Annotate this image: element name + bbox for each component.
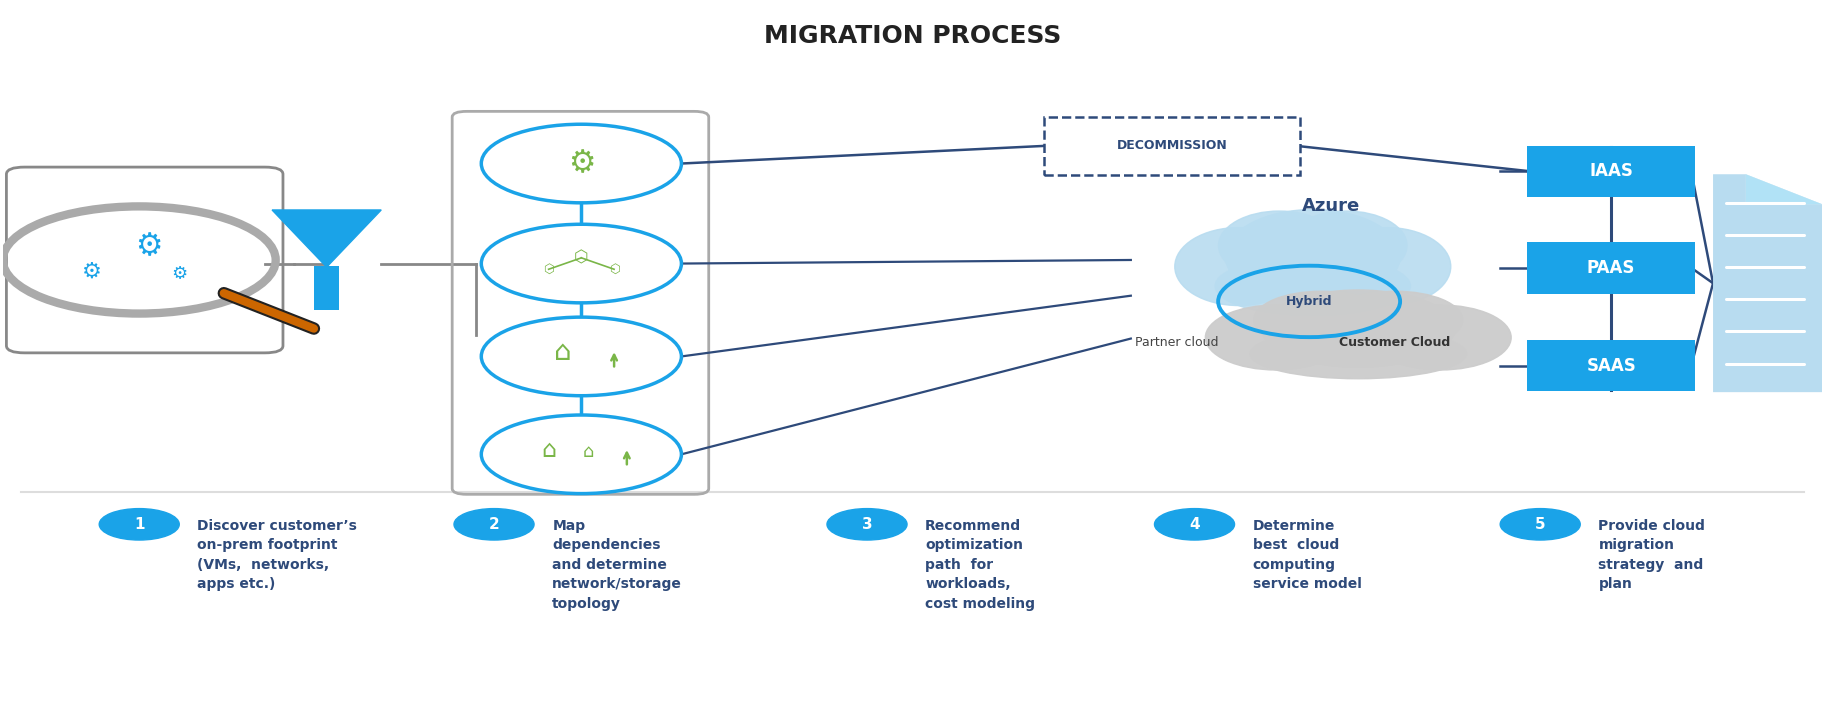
- Polygon shape: [1747, 174, 1821, 204]
- Text: ⬡: ⬡: [610, 263, 619, 276]
- Circle shape: [454, 508, 535, 540]
- Ellipse shape: [1287, 211, 1407, 280]
- Circle shape: [482, 224, 681, 303]
- Ellipse shape: [1204, 305, 1347, 370]
- Text: 4: 4: [1190, 517, 1199, 532]
- Text: ⌂: ⌂: [540, 438, 557, 462]
- Text: Customer Cloud: Customer Cloud: [1340, 336, 1451, 348]
- Text: Hybrid: Hybrid: [1287, 295, 1332, 308]
- Text: ⌂: ⌂: [555, 338, 571, 366]
- Ellipse shape: [1225, 210, 1400, 302]
- Text: Provide cloud
migration
strategy  and
plan: Provide cloud migration strategy and pla…: [1599, 518, 1705, 591]
- Polygon shape: [1714, 174, 1821, 392]
- Ellipse shape: [1219, 211, 1340, 280]
- FancyBboxPatch shape: [1528, 145, 1695, 197]
- Ellipse shape: [1175, 228, 1303, 305]
- Text: ⌂: ⌂: [582, 444, 595, 462]
- Polygon shape: [1747, 174, 1821, 204]
- Text: PAAS: PAAS: [1588, 258, 1635, 276]
- Ellipse shape: [1215, 256, 1411, 316]
- Circle shape: [1155, 508, 1234, 540]
- Text: Determine
best  cloud
computing
service model: Determine best cloud computing service m…: [1252, 518, 1361, 591]
- Ellipse shape: [1369, 305, 1511, 370]
- Circle shape: [1500, 508, 1580, 540]
- Circle shape: [27, 216, 252, 304]
- Circle shape: [482, 415, 681, 494]
- FancyBboxPatch shape: [1528, 340, 1695, 392]
- Circle shape: [482, 317, 681, 396]
- Text: 5: 5: [1535, 517, 1546, 532]
- FancyBboxPatch shape: [1528, 242, 1695, 294]
- Text: Recommend
optimization
path  for
workloads,
cost modeling: Recommend optimization path for workload…: [925, 518, 1035, 611]
- Text: Azure: Azure: [1301, 197, 1360, 215]
- FancyBboxPatch shape: [1044, 117, 1299, 175]
- Text: Discover customer’s
on-prem footprint
(VMs,  networks,
apps etc.): Discover customer’s on-prem footprint (V…: [197, 518, 358, 591]
- Text: SAAS: SAAS: [1586, 356, 1635, 374]
- Text: ⚙: ⚙: [135, 233, 162, 261]
- Text: DECOMMISSION: DECOMMISSION: [1117, 139, 1226, 152]
- Ellipse shape: [1329, 291, 1462, 348]
- Text: ⚙: ⚙: [568, 149, 595, 178]
- Text: Partner cloud: Partner cloud: [1135, 336, 1217, 348]
- Text: Map
dependencies
and determine
network/storage
topology: Map dependencies and determine network/s…: [553, 518, 683, 611]
- Text: IAAS: IAAS: [1590, 163, 1633, 181]
- Text: 1: 1: [133, 517, 144, 532]
- FancyBboxPatch shape: [314, 266, 339, 310]
- Text: ⬡: ⬡: [544, 263, 555, 276]
- Circle shape: [827, 508, 907, 540]
- Ellipse shape: [1254, 291, 1389, 348]
- Text: ⚙: ⚙: [82, 261, 102, 282]
- Text: MIGRATION PROCESS: MIGRATION PROCESS: [765, 24, 1060, 48]
- Text: ⬡: ⬡: [575, 249, 589, 267]
- Polygon shape: [272, 210, 381, 267]
- Ellipse shape: [1250, 329, 1467, 379]
- Ellipse shape: [1261, 290, 1455, 367]
- Circle shape: [99, 508, 179, 540]
- Text: ⚙: ⚙: [172, 265, 188, 283]
- Text: 3: 3: [861, 517, 872, 532]
- Ellipse shape: [1323, 228, 1451, 305]
- Circle shape: [482, 125, 681, 203]
- Text: 2: 2: [489, 517, 500, 532]
